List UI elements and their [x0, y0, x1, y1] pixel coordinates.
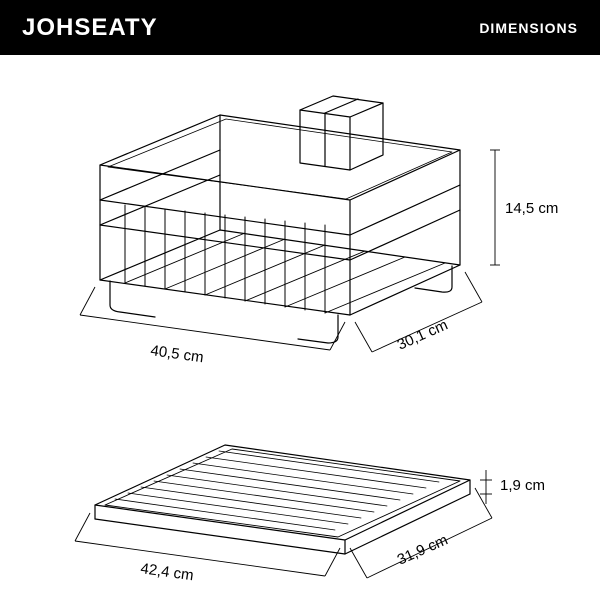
dimensions-svg: 14,5 cm 40,5 cm 30,1 cm [0, 55, 600, 600]
brand-name: JOHSEATY [22, 14, 158, 42]
rack-width-label: 40,5 cm [149, 342, 204, 366]
dish-rack-drawing [100, 96, 460, 343]
tray-height-label: 1,9 cm [500, 477, 545, 494]
tray-depth-label: 31,9 cm [395, 531, 451, 568]
header-bar: JOHSEATY DIMENSIONS [0, 0, 600, 55]
rack-depth-label: 30,1 cm [395, 316, 451, 353]
diagram-stage: 14,5 cm 40,5 cm 30,1 cm [0, 55, 600, 600]
tray-dimension-lines [75, 470, 492, 578]
rack-height-label: 14,5 cm [505, 200, 558, 217]
drip-tray-drawing [95, 445, 470, 554]
tray-width-label: 42,4 cm [139, 560, 194, 584]
header-title: DIMENSIONS [479, 20, 578, 36]
